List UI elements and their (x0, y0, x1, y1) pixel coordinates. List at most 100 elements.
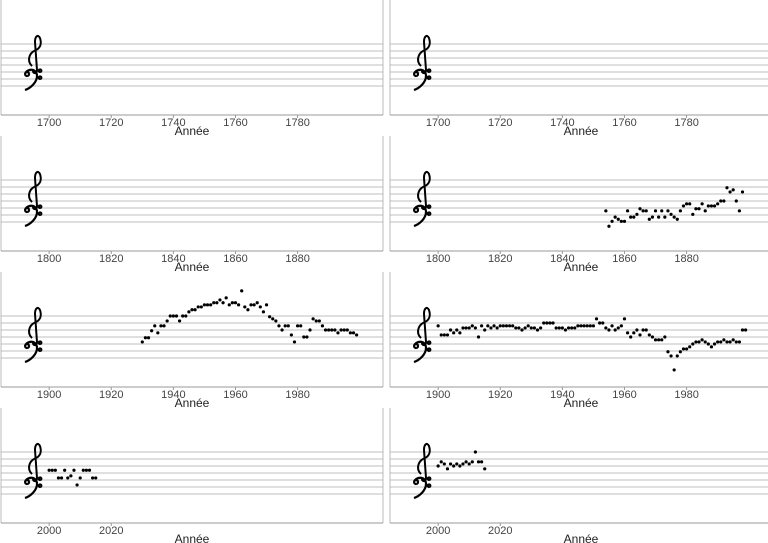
treble-clef (417, 170, 431, 211)
data-point (535, 328, 540, 332)
data-point (610, 219, 614, 223)
data-point (218, 298, 222, 302)
data-point (458, 464, 462, 468)
data-point (694, 340, 698, 344)
panel: 2000 2020 Année (389, 408, 768, 543)
data-point (72, 468, 76, 472)
data-point (712, 204, 717, 208)
x-tick-label: 1720 (488, 117, 512, 129)
data-point (351, 331, 356, 335)
data-point (657, 338, 661, 342)
data-point (635, 328, 639, 332)
data-point (734, 199, 738, 203)
data-point (663, 335, 667, 339)
data-point (445, 333, 450, 337)
data-point (610, 324, 614, 328)
data-point (50, 468, 54, 472)
data-point (744, 328, 748, 332)
data-point (489, 326, 493, 330)
data-point (588, 324, 592, 328)
data-point (669, 212, 673, 216)
data-point (660, 338, 664, 342)
data-point (604, 326, 608, 330)
data-point (622, 219, 627, 223)
data-point (442, 333, 446, 337)
data-point (47, 468, 51, 472)
data-point (150, 329, 154, 333)
data-point (473, 326, 478, 330)
data-point (585, 324, 589, 328)
x-tick-label: 1720 (99, 117, 123, 129)
data-point (663, 215, 667, 219)
data-point (452, 331, 456, 335)
data-point (143, 336, 148, 340)
bass-clef (23, 476, 43, 500)
x-tick-label: 1760 (612, 117, 636, 129)
data-point (193, 308, 197, 312)
data-point (59, 476, 64, 480)
data-point (212, 301, 216, 305)
data-point (678, 350, 682, 354)
x-tick-label: 1880 (674, 253, 698, 265)
data-point (153, 324, 157, 328)
data-point (694, 207, 698, 211)
treble-clef (28, 170, 42, 211)
data-point (455, 462, 459, 466)
x-axis-label: Année (564, 124, 599, 138)
data-point (63, 468, 67, 472)
data-point (308, 328, 312, 332)
x-tick-label: 1960 (223, 389, 247, 401)
data-point (215, 301, 219, 305)
data-point (53, 468, 57, 472)
data-point (507, 324, 512, 328)
x-tick-label: 1760 (223, 117, 247, 129)
data-point (638, 207, 642, 211)
bass-clef (23, 68, 43, 92)
data-point (261, 310, 266, 314)
x-axis-label: Année (175, 532, 210, 543)
panel: 1700 1720 1740 1760 1780 Année (0, 0, 384, 138)
data-point (691, 212, 695, 216)
data-point (548, 321, 552, 325)
data-point (205, 303, 210, 307)
data-point (498, 324, 502, 328)
data-point (579, 324, 583, 328)
data-point (554, 326, 558, 330)
bass-clef (23, 340, 43, 364)
data-point (644, 328, 648, 332)
data-point (56, 476, 61, 480)
data-point (323, 328, 328, 332)
data-point (274, 319, 278, 323)
data-point (560, 326, 564, 330)
data-point (551, 321, 555, 325)
data-point (716, 340, 720, 344)
x-tick-label: 2000 (426, 525, 450, 537)
x-tick-label: 2020 (99, 525, 123, 537)
data-point (146, 336, 151, 340)
data-point (286, 324, 290, 328)
x-tick-label: 1840 (550, 253, 574, 265)
data-point (635, 212, 639, 216)
data-point (171, 314, 175, 318)
data-point (252, 303, 256, 307)
x-tick-label: 1920 (488, 389, 512, 401)
data-point (607, 224, 611, 228)
data-point (442, 462, 446, 466)
data-point (650, 335, 655, 339)
x-tick-label: 1960 (612, 389, 636, 401)
data-point (514, 326, 518, 330)
data-point (470, 324, 474, 328)
data-point (709, 345, 714, 349)
data-point (448, 462, 453, 466)
x-axis-label: Année (564, 532, 599, 543)
data-point (691, 342, 695, 346)
x-axis-label: Année (175, 124, 210, 138)
data-point (619, 324, 623, 328)
data-point (619, 219, 623, 223)
x-tick-label: 1800 (426, 253, 450, 265)
data-point (731, 338, 735, 342)
data-point (504, 324, 509, 328)
data-point (542, 321, 546, 325)
data-point (725, 340, 729, 344)
x-tick-label: 1880 (285, 253, 309, 265)
